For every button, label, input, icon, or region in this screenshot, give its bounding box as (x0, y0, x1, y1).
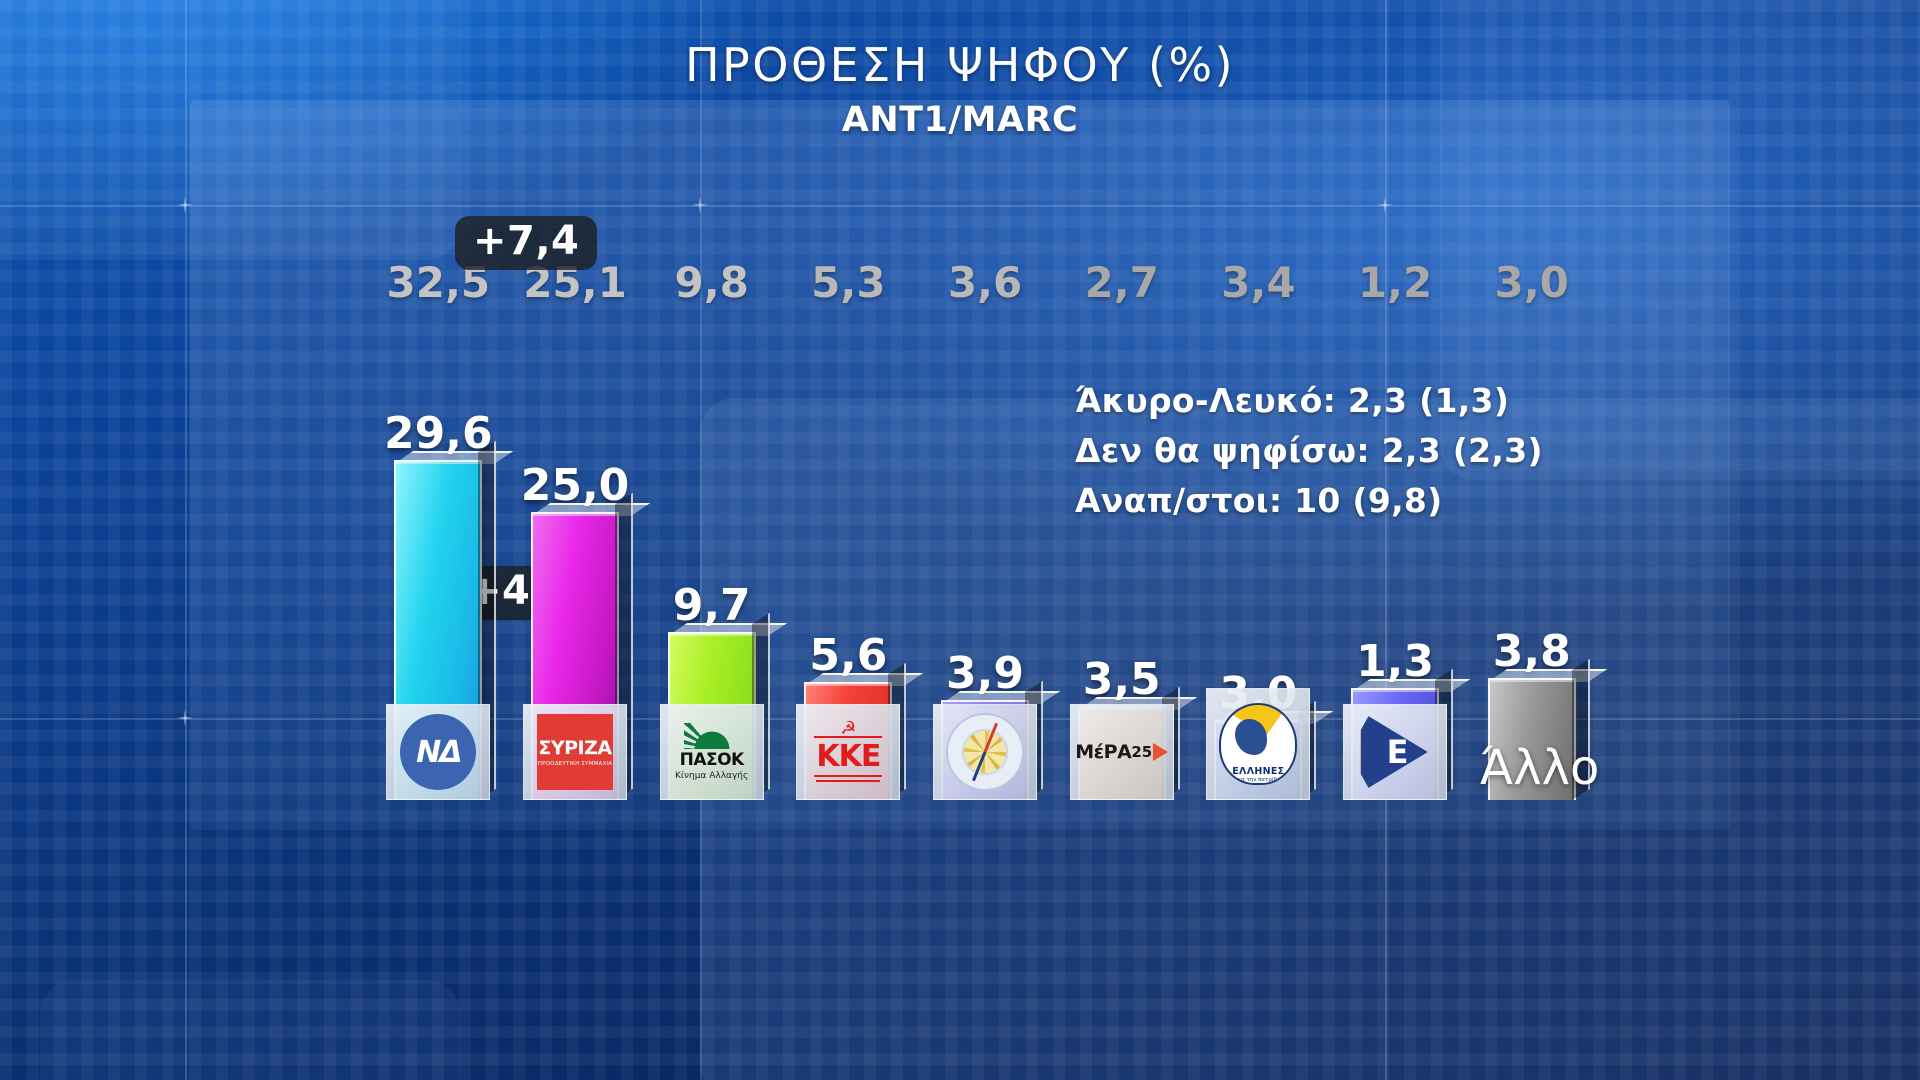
chart-subtitle: ANT1/MARC (841, 100, 1079, 140)
background-gridline (185, 0, 187, 1080)
compass-icon (946, 713, 1025, 791)
previous-value: 2,7 (1084, 258, 1159, 307)
pasok-sun-icon (683, 723, 740, 749)
bar-value-label: 5,6 (809, 630, 888, 681)
background-gridline (1385, 0, 1387, 1080)
ellines-logo-text: ΕΛΛΗΝΕΣ (1221, 766, 1296, 777)
pasok-logo-subtext: Κίνημα Αλλαγής (675, 771, 749, 781)
page-title: ΠΡΟΘΕΣΗ ΨΗΦΟΥ (%) (684, 38, 1236, 92)
pasok-logo-text: ΠΑΣΟΚ (679, 750, 745, 770)
syriza-logo-subtext: ΠΡΟΟΔΕΥΤΙΚΗ ΣΥΜΜΑΧΙΑ (537, 761, 613, 767)
party-logo-syriza: ΣΥΡΙΖΑ ΠΡΟΟΔΕΥΤΙΚΗ ΣΥΜΜΑΧΙΑ (523, 704, 627, 800)
background-gridline (700, 0, 702, 1080)
bar-value-label: 29,6 (384, 408, 493, 459)
party-logo-elliniki-lysi (933, 704, 1038, 800)
mera25-logo-text: ΜέΡΑ (1075, 741, 1132, 763)
nd-logo-text: ΝΔ (416, 734, 462, 770)
note-undecided: Αναπ/στοι: 10 (9,8) (1075, 481, 1443, 520)
pasok-logo-icon: ΠΑΣΟΚ Κίνημα Αλλαγής (675, 723, 748, 781)
arrow-right-icon (1153, 743, 1169, 761)
niki-logo-text: Ε (1386, 733, 1409, 771)
note-will-not-vote: Δεν θα ψηφίσω: 2,3 (2,3) (1075, 431, 1543, 470)
background-panel (0, 0, 460, 260)
bar-column-nd[interactable]: 29,6 ΝΔ (370, 330, 507, 800)
previous-value: 5,3 (811, 258, 886, 307)
syriza-logo-text: ΣΥΡΙΖΑ (538, 737, 612, 759)
bar-column-syriza[interactable]: 25,0 ΣΥΡΙΖΑ ΠΡΟΟΔΕΥΤΙΚΗ ΣΥΜΜΑΧΙΑ (507, 330, 644, 800)
hammer-sickle-icon: ☭ (840, 717, 857, 739)
bar-column-kke[interactable]: 5,6 ☭ ΚΚΕ (780, 330, 917, 800)
bar-allo (1487, 678, 1576, 800)
bar-value-label: 25,0 (520, 460, 630, 511)
bar-column-ellines[interactable]: 3,0 ΕΛΛΗΝΕΣ για την πατρίδα (1190, 330, 1327, 800)
bar-value-label: 3,8 (1492, 626, 1571, 677)
kke-logo-icon: ☭ ΚΚΕ (814, 717, 883, 783)
sparkle-icon (687, 192, 713, 218)
background-panel (40, 980, 460, 1080)
bar-value-label: 9,7 (672, 580, 751, 631)
bar-value-label: 3,9 (946, 648, 1024, 699)
kke-logo-text: ΚΚΕ (814, 736, 883, 778)
nd-logo-icon: ΝΔ (400, 714, 477, 790)
party-logo-ellines: ΕΛΛΗΝΕΣ για την πατρίδα (1206, 688, 1311, 800)
previous-value: 3,0 (1494, 258, 1569, 307)
bar-value-label: 3,5 (1082, 654, 1161, 705)
ellines-logo-icon: ΕΛΛΗΝΕΣ για την πατρίδα (1219, 703, 1298, 785)
niki-logo-icon: Ε (1360, 716, 1428, 788)
bar-value-label: 1,3 (1356, 636, 1435, 687)
syriza-logo-icon: ΣΥΡΙΖΑ ΠΡΟΟΔΕΥΤΙΚΗ ΣΥΜΜΑΧΙΑ (537, 714, 613, 790)
side-notes: Άκυρο-Λευκό: 2,3 (1,3) Δεν θα ψηφίσω: 2,… (1075, 376, 1543, 526)
previous-value: 1,2 (1357, 258, 1433, 307)
kke-underline (816, 780, 881, 783)
rider-icon (1234, 719, 1268, 755)
mera25-logo-number: 25 (1131, 743, 1153, 761)
sparkle-icon (172, 192, 198, 218)
previous-value: 3,4 (1221, 258, 1296, 307)
mera25-logo-icon: ΜέΡΑ 25 (1071, 741, 1173, 763)
note-invalid-blank: Άκυρο-Λευκό: 2,3 (1,3) (1075, 381, 1510, 420)
allo-category-label: Άλλο (1480, 740, 1600, 796)
bar-column-allo[interactable]: 3,8 (1463, 330, 1600, 800)
party-logo-pasok: ΠΑΣΟΚ Κίνημα Αλλαγής (659, 704, 764, 800)
party-logo-nd: ΝΔ (386, 704, 491, 800)
bar-column-niki[interactable]: 1,3 Ε (1327, 330, 1464, 800)
bar-column-elliniki-lysi[interactable]: 3,9 (917, 330, 1054, 800)
bar-chart: 29,6 ΝΔ 25,0 ΣΥΡΙΖΑ ΠΡΟΟΔΕΥΤΙΚΗ ΣΥΜΜΑΧΙΑ… (370, 330, 1600, 800)
previous-value: 9,8 (674, 258, 749, 307)
party-logo-kke: ☭ ΚΚΕ (796, 704, 901, 800)
ellines-logo-subtext: για την πατρίδα (1221, 777, 1296, 783)
party-logo-niki: Ε (1343, 704, 1448, 800)
difference-badge-nd: +7,4 (455, 216, 598, 270)
sparkle-icon (1372, 192, 1398, 218)
bar-column-pasok[interactable]: 9,7 ΠΑΣΟΚ Κίνημα Αλλαγής (643, 330, 780, 800)
previous-value: 3,6 (947, 258, 1023, 307)
background-panel (1440, 0, 1920, 480)
background-gridline (0, 205, 1920, 207)
sparkle-icon (172, 705, 198, 731)
party-logo-mera25: ΜέΡΑ 25 (1069, 704, 1174, 800)
bar-column-mera25[interactable]: 3,5 ΜέΡΑ 25 (1053, 330, 1190, 800)
